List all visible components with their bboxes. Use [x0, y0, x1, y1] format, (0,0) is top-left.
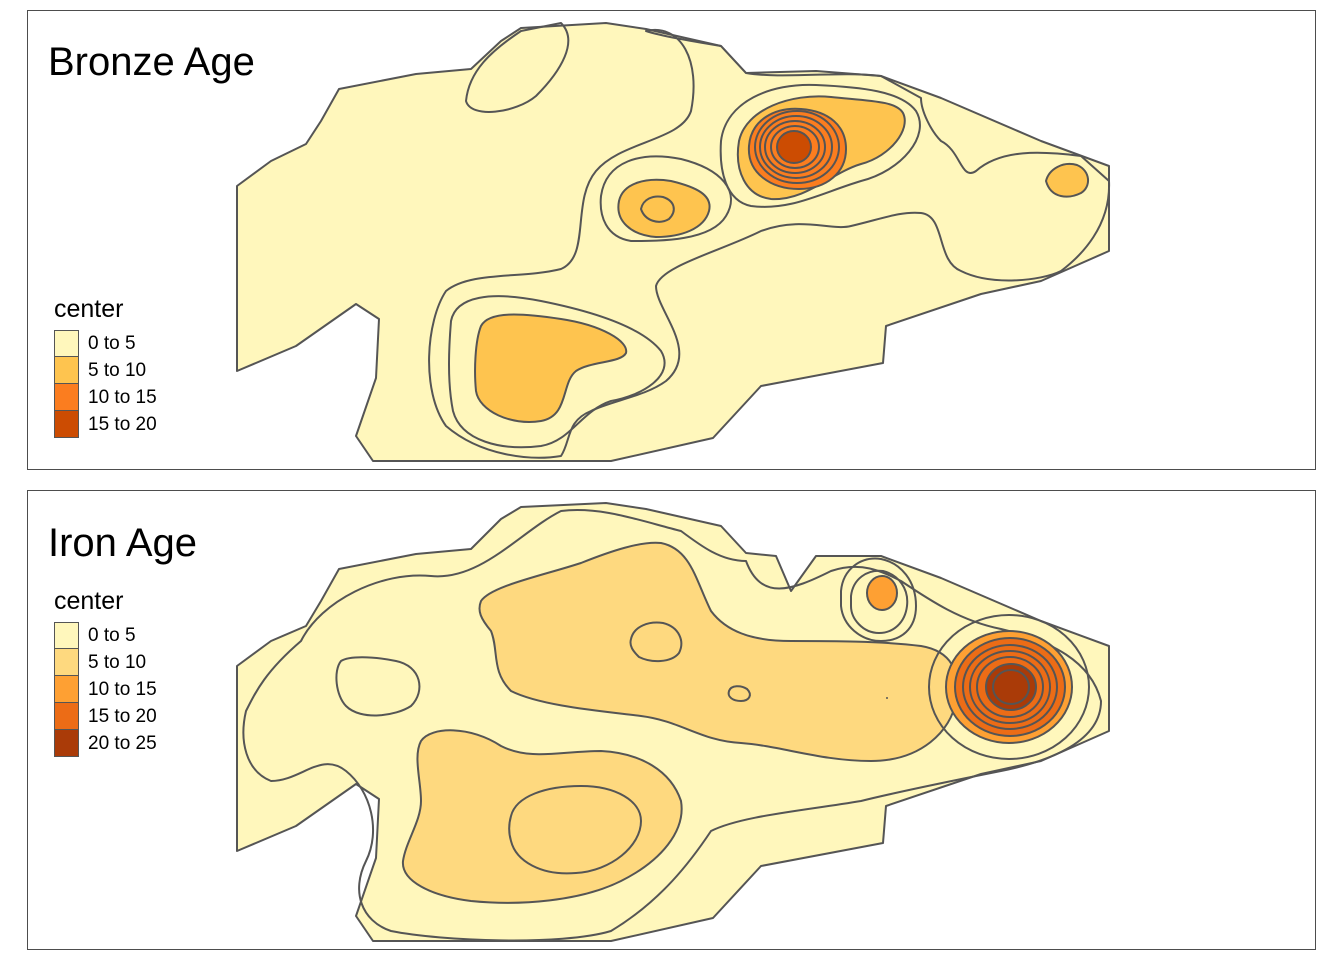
contour-line	[508, 785, 642, 875]
legend-label: 5 to 10	[88, 359, 147, 381]
contour-line	[599, 155, 732, 242]
contour-line	[640, 195, 675, 223]
legend-label: 15 to 20	[88, 705, 157, 727]
legend-swatch	[54, 330, 79, 357]
contour-band-5-10	[474, 313, 628, 423]
legend-swatch	[54, 703, 79, 730]
legend-item: 10 to 15	[54, 676, 157, 703]
point-marker	[886, 697, 888, 699]
contour-line	[629, 621, 683, 663]
legend-item: 15 to 20	[54, 703, 157, 730]
contour-line	[850, 569, 909, 634]
contour-line	[962, 644, 1058, 730]
legend-items: 0 to 5 5 to 10 10 to 15 15 to 20 20 to 25	[54, 622, 157, 757]
map-panel-iron-age: Iron Age center 0 to 5 5 to 10 10 to 15 15 …	[27, 490, 1316, 950]
legend-item: 5 to 10	[54, 649, 157, 676]
legend-title: center	[54, 295, 124, 323]
contour-line	[928, 614, 1090, 760]
contour-line	[992, 669, 1030, 705]
legend-item: 10 to 15	[54, 384, 157, 411]
contour-line	[465, 22, 570, 113]
legend-label: 10 to 15	[88, 678, 157, 700]
region-outline	[236, 22, 1110, 462]
contour-line	[840, 557, 917, 642]
legend-swatch	[54, 622, 79, 649]
legend: center 0 to 5 5 to 10 10 to 15 15 to 20 20 t…	[54, 589, 157, 757]
contour-band-5-10	[401, 729, 683, 904]
legend-item: 0 to 5	[54, 330, 157, 357]
legend-item: 20 to 25	[54, 730, 157, 757]
legend-label: 0 to 5	[88, 624, 136, 646]
contour-line	[976, 656, 1044, 718]
legend-title: center	[54, 587, 124, 615]
contour-line	[770, 125, 820, 169]
contour-band-15-20	[776, 130, 812, 164]
legend-item: 5 to 10	[54, 357, 157, 384]
legend-swatch	[54, 357, 79, 384]
contour-line	[764, 120, 826, 174]
map-panel-bronze-age: Bronze Age center 0 to 5 5 to 10 10 to 15 1…	[27, 10, 1316, 470]
legend-label: 10 to 15	[88, 386, 157, 408]
legend-swatch	[54, 384, 79, 411]
legend: center 0 to 5 5 to 10 10 to 15 15 to 20	[54, 297, 157, 438]
legend-items: 0 to 5 5 to 10 10 to 15 15 to 20	[54, 330, 157, 438]
legend-label: 20 to 25	[88, 732, 157, 754]
contour-map-bronze-age	[236, 22, 1111, 462]
legend-label: 15 to 20	[88, 413, 157, 435]
contour-line	[242, 509, 1102, 942]
contour-line	[335, 656, 421, 717]
contour-map-iron-age	[236, 502, 1110, 942]
contour-band-5-10	[617, 178, 711, 238]
contour-band-10-15	[866, 575, 898, 611]
contour-line	[719, 83, 921, 208]
legend-swatch	[54, 649, 79, 676]
contour-line	[759, 115, 833, 179]
contour-line	[754, 110, 840, 184]
contour-line	[428, 28, 1111, 459]
legend-swatch	[54, 676, 79, 703]
legend-label: 0 to 5	[88, 332, 136, 354]
legend-swatch	[54, 730, 79, 757]
contour-line	[727, 685, 751, 702]
legend-swatch	[54, 411, 79, 438]
legend-item: 15 to 20	[54, 411, 157, 438]
legend-item: 0 to 5	[54, 622, 157, 649]
panel-title: Iron Age	[48, 521, 198, 565]
contour-line	[448, 295, 666, 449]
panel-title: Bronze Age	[48, 40, 255, 84]
contour-band-5-10	[1045, 163, 1089, 198]
legend-label: 5 to 10	[88, 651, 147, 673]
contour-line	[969, 650, 1051, 724]
